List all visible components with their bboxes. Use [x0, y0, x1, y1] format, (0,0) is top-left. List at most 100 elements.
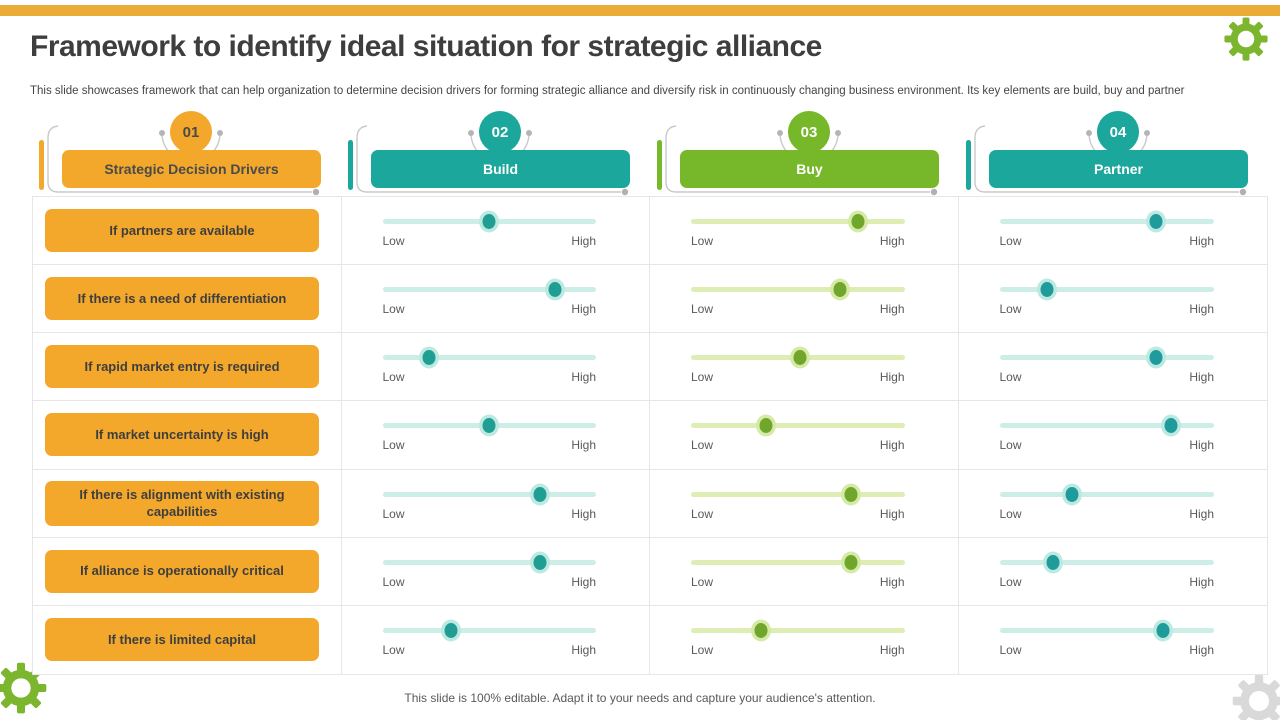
partner-slider	[999, 622, 1214, 639]
column-header-strategic-decision-drivers: 01 Strategic Decision Drivers	[32, 111, 341, 196]
partner-slider	[999, 417, 1214, 434]
buy-slider	[691, 213, 905, 230]
slider-minmax-labels: Low High	[1000, 507, 1215, 521]
slider-track	[382, 491, 596, 497]
buy-slider	[691, 554, 905, 570]
partner-slider-cell: Low High	[958, 538, 1267, 606]
slider-minmax-labels: Low High	[383, 302, 597, 316]
partner-slider-cell: Low High	[958, 265, 1267, 334]
partner-slider	[999, 349, 1214, 366]
high-label: High	[1189, 506, 1214, 521]
buy-slider-cell: Low High	[650, 197, 959, 266]
high-label: High	[1189, 438, 1214, 453]
high-label: High	[1189, 302, 1214, 317]
top-accent-bar	[0, 5, 1280, 16]
high-label: High	[1189, 643, 1214, 658]
column-header-buy: 03 Buy	[650, 111, 959, 196]
slider-handle[interactable]	[1040, 282, 1054, 298]
slider-handle[interactable]	[1156, 623, 1170, 639]
low-label: Low	[691, 643, 714, 658]
high-label: High	[879, 438, 905, 453]
low-label: Low	[691, 574, 714, 589]
slider-minmax-labels: Low High	[1000, 370, 1215, 384]
build-slider-cell: Low High	[342, 605, 650, 674]
slider-handle[interactable]	[1149, 214, 1163, 230]
slider-handle[interactable]	[759, 418, 773, 434]
slider-track	[382, 355, 596, 361]
column-number-badge: 02	[479, 111, 521, 153]
high-label: High	[879, 234, 905, 249]
buy-slider	[691, 622, 905, 639]
build-slider-cell: Low High	[341, 265, 650, 334]
slider-minmax-labels: Low High	[1000, 438, 1215, 452]
partner-slider-cell: Low High	[959, 606, 1268, 674]
high-label: High	[571, 438, 596, 453]
slider-track	[691, 559, 905, 565]
buy-slider	[691, 281, 905, 298]
slider-handle[interactable]	[844, 554, 858, 570]
low-label: Low	[999, 643, 1022, 658]
build-slider	[382, 622, 596, 639]
row-label-cell: If market uncertainty is high	[33, 401, 342, 470]
high-label: High	[571, 643, 596, 658]
slider-handle[interactable]	[833, 282, 847, 298]
low-label: Low	[691, 302, 714, 317]
buy-slider-cell: Low High	[650, 265, 959, 334]
slide-subtitle: This slide showcases framework that can …	[30, 85, 1185, 97]
slider-handle[interactable]	[793, 350, 807, 366]
buy-slider-cell: Low High	[650, 605, 959, 674]
slider-handle[interactable]	[548, 282, 562, 298]
low-label: Low	[999, 438, 1022, 453]
high-label: High	[571, 506, 596, 521]
slider-handle[interactable]	[1065, 486, 1079, 502]
high-label: High	[1189, 574, 1214, 589]
slider-handle[interactable]	[444, 623, 458, 639]
low-label: Low	[999, 302, 1022, 317]
slider-minmax-labels: Low High	[691, 507, 905, 521]
buy-slider	[691, 417, 905, 434]
high-label: High	[879, 574, 905, 589]
build-slider	[382, 349, 596, 366]
slider-handle[interactable]	[1149, 350, 1163, 366]
high-label: High	[571, 234, 596, 249]
slider-handle[interactable]	[1164, 418, 1178, 434]
slider-track	[999, 491, 1214, 497]
row-label-cell: If there is alignment with existing capa…	[33, 469, 342, 538]
low-label: Low	[999, 234, 1022, 249]
column-accent-bar	[966, 140, 971, 190]
slider-handle[interactable]	[482, 418, 496, 434]
partner-slider	[999, 486, 1214, 502]
partner-slider-cell: Low High	[958, 197, 1267, 266]
partner-slider-cell: Low High	[958, 401, 1267, 470]
column-accent-bar	[657, 140, 662, 190]
row-label-cell: If partners are available	[33, 197, 342, 266]
slider-minmax-labels: Low High	[1000, 234, 1215, 248]
slider-handle[interactable]	[844, 486, 858, 502]
slider-minmax-labels: Low High	[691, 575, 905, 589]
gear-icon	[1231, 673, 1280, 720]
slider-handle[interactable]	[851, 214, 865, 230]
slider-handle[interactable]	[533, 486, 547, 502]
column-accent-bar	[39, 140, 44, 190]
partner-slider	[999, 554, 1214, 570]
slider-track	[999, 355, 1214, 361]
low-label: Low	[999, 370, 1022, 385]
high-label: High	[879, 643, 905, 658]
slider-handle[interactable]	[1046, 554, 1060, 570]
slider-minmax-labels: Low High	[691, 234, 905, 248]
row-label-cell: If there is limited capital	[33, 605, 342, 674]
high-label: High	[879, 302, 905, 317]
slider-minmax-labels: Low High	[691, 643, 905, 657]
slider-minmax-labels: Low High	[1000, 302, 1215, 316]
row-label-cell: If alliance is operationally critical	[33, 537, 342, 606]
partner-slider	[999, 213, 1214, 230]
slider-handle[interactable]	[754, 623, 768, 639]
footer-note: This slide is 100% editable. Adapt it to…	[404, 691, 876, 705]
slider-minmax-labels: Low High	[383, 643, 597, 657]
slider-handle[interactable]	[422, 350, 436, 366]
slider-minmax-labels: Low High	[383, 234, 597, 248]
slider-handle[interactable]	[482, 214, 496, 230]
slider-track	[691, 219, 905, 225]
slider-handle[interactable]	[533, 554, 547, 570]
low-label: Low	[382, 574, 405, 589]
